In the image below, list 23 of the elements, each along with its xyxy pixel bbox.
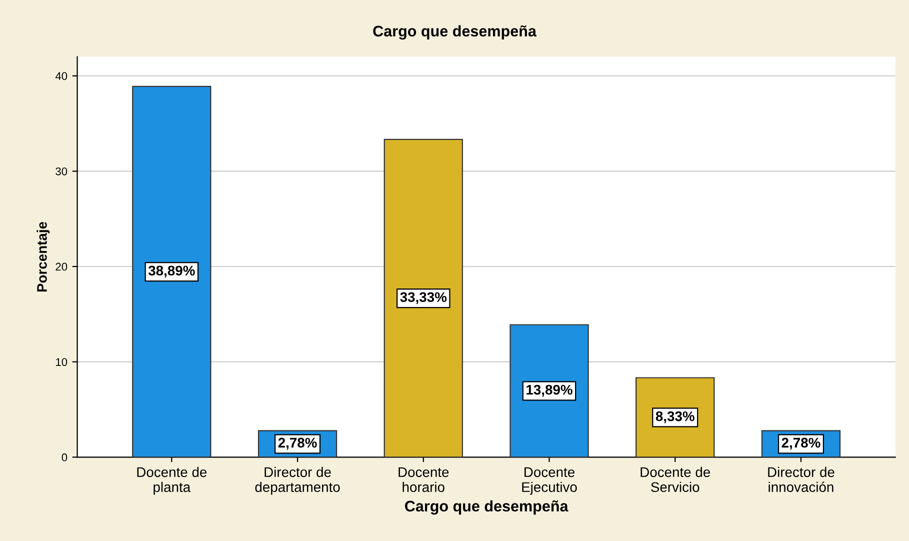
y-tick-label: 40: [55, 72, 68, 80]
x-tick-label: Director de departamento: [255, 466, 340, 495]
data-label: 38,89%: [148, 266, 195, 278]
x-tick-label: Docente horario: [398, 467, 449, 492]
bar: [510, 324, 589, 458]
x-axis-title: Cargo que desempeña: [405, 500, 568, 515]
x-tick-label: Director de innovación: [768, 466, 834, 492]
data-label: 2,78%: [782, 438, 820, 450]
bar: [132, 86, 212, 458]
x-tick-label: Docente Ejecutivo: [522, 467, 577, 495]
x-tick-label: Docente de Servicio: [640, 466, 710, 492]
data-label: 8,33%: [656, 411, 694, 424]
x-tick-label: Docente de planta: [137, 466, 207, 495]
y-tick-label: 0: [62, 453, 68, 462]
y-tick-label: 10: [56, 358, 68, 366]
data-label: 13,89%: [526, 384, 572, 397]
y-tick-label: 30: [56, 167, 68, 176]
data-label: 2,78%: [278, 438, 317, 450]
y-axis-title: Porcentaje: [36, 222, 50, 292]
chart-title: Cargo que desempeña: [373, 25, 537, 40]
bar: [384, 138, 463, 458]
data-label: 33,33%: [400, 292, 447, 304]
y-tick-label: 20: [56, 262, 68, 271]
